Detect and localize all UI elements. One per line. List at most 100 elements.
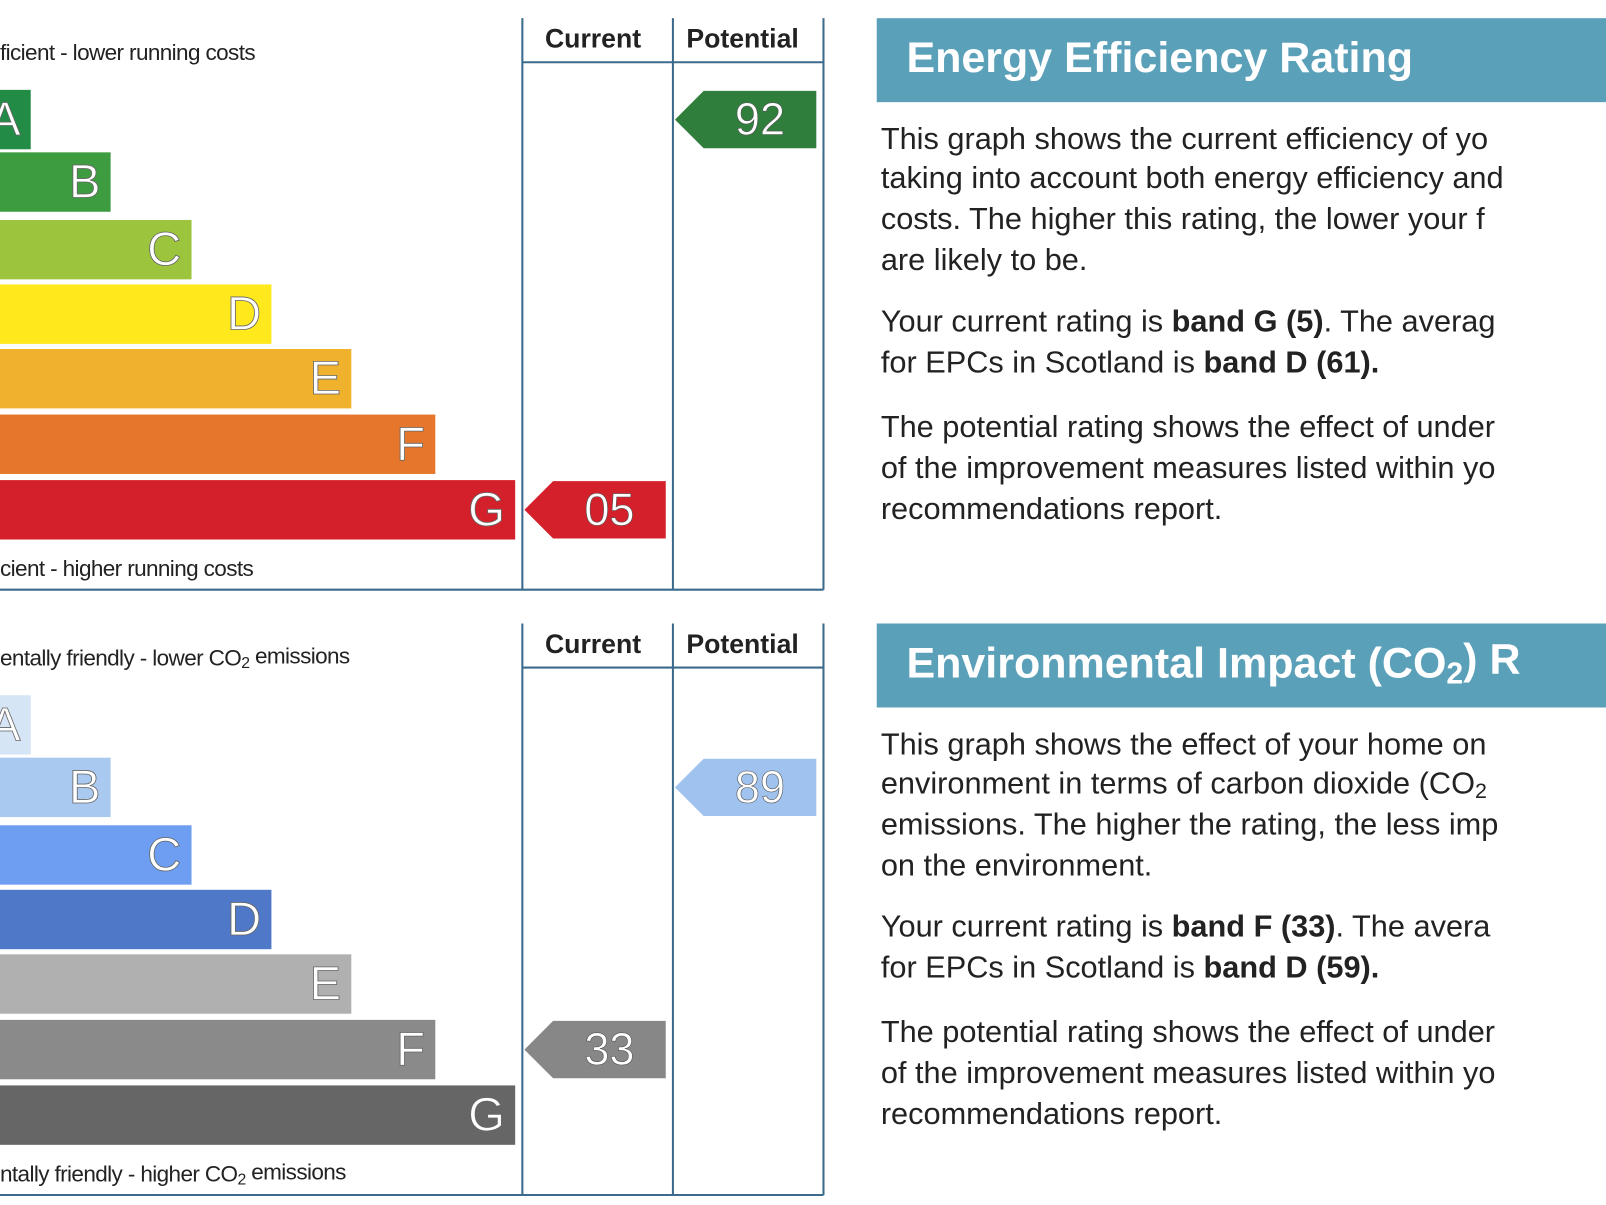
rating-band	[0, 889, 272, 950]
scale-top-label: entally friendly - lower CO2 emissions	[0, 643, 350, 672]
band-letter: G	[468, 482, 505, 535]
text-run: ficient - lower running costs	[0, 40, 255, 65]
band-letter: E	[310, 351, 341, 404]
text-run: The potential rating shows the effect of…	[881, 1014, 1495, 1049]
rating-value: 92	[735, 94, 785, 145]
section-title: Energy Efficiency Rating	[906, 35, 1413, 83]
band-letter: D	[227, 892, 261, 945]
paragraph-line: on the environment.	[881, 847, 1153, 882]
text-run: costs. The higher this rating, the lower…	[881, 201, 1485, 236]
rating-band	[0, 89, 31, 150]
text-run: recommendations report.	[881, 491, 1222, 526]
subscript: 2	[241, 655, 249, 672]
paragraph-line: for EPCs in Scotland is band D (61).	[881, 344, 1379, 379]
band-letter: C	[147, 827, 181, 880]
text-run: Environmental Impact (CO	[906, 640, 1446, 688]
rating-arrow	[674, 758, 817, 817]
column-header: Potential	[686, 629, 798, 659]
paragraph-line: of the improvement measures listed withi…	[881, 450, 1496, 485]
bold-run: band D (61).	[1204, 344, 1380, 379]
paragraph-line: of the improvement measures listed withi…	[881, 1055, 1496, 1090]
rating-band	[0, 1019, 436, 1080]
band-letter: D	[227, 287, 261, 340]
rating-value: 05	[584, 484, 634, 535]
column-header: Current	[545, 24, 641, 54]
text-run: emissions	[246, 1159, 347, 1184]
section-title: Environmental Impact (CO2) R	[906, 636, 1520, 690]
text-run: are likely to be.	[881, 242, 1088, 277]
paragraph-line: taking into account both energy efficien…	[881, 160, 1504, 195]
rating-band	[0, 284, 272, 344]
text-run: environment in terms of carbon dioxide (…	[881, 765, 1475, 800]
rating-value: 33	[584, 1024, 634, 1075]
text-run: Energy Efficiency Rating	[906, 35, 1413, 83]
paragraph-line: emissions. The higher the rating, the le…	[881, 806, 1499, 841]
text-run: on the environment.	[881, 847, 1153, 882]
paragraph-line: This graph shows the effect of your home…	[881, 727, 1487, 762]
text-run: entally friendly - lower CO	[0, 645, 241, 670]
text-run: Your current rating is	[881, 304, 1172, 339]
title-bar	[876, 623, 1606, 708]
scale-bottom-label: cient - higher running costs	[0, 556, 253, 581]
rating-value: 89	[735, 761, 785, 812]
title-bar	[876, 18, 1606, 103]
text-run: taking into account both energy efficien…	[881, 160, 1504, 195]
band-letter: E	[310, 957, 341, 1010]
paragraph-line: recommendations report.	[881, 1096, 1222, 1131]
scale-top-label: ficient - lower running costs	[0, 40, 255, 65]
band-letter: A	[0, 92, 21, 145]
subscript: 2	[1446, 658, 1463, 691]
text-run: . The averag	[1324, 304, 1496, 339]
rating-arrow	[524, 1020, 666, 1079]
paragraph-line: The potential rating shows the effect of…	[881, 1014, 1495, 1049]
text-run: of the improvement measures listed withi…	[881, 1055, 1496, 1090]
rating-band	[0, 414, 436, 474]
column-header: Current	[545, 629, 641, 659]
band-letter: F	[396, 417, 425, 470]
text-run: for EPCs in Scotland is	[881, 950, 1204, 985]
rating-band	[0, 757, 111, 818]
text-run: This graph shows the current efficiency …	[881, 121, 1488, 156]
band-letter: B	[69, 760, 100, 813]
text-run: cient - higher running costs	[0, 556, 253, 581]
scale-bottom-label: ntally friendly - higher CO2 emissions	[0, 1159, 346, 1188]
text-run: Your current rating is	[881, 909, 1172, 944]
paragraph-line: are likely to be.	[881, 242, 1088, 277]
paragraph-line: This graph shows the current efficiency …	[881, 121, 1488, 156]
subscript: 2	[237, 1171, 245, 1188]
text-run: ntally friendly - higher CO	[0, 1162, 238, 1187]
band-letter: C	[147, 222, 181, 275]
text-run: for EPCs in Scotland is	[881, 344, 1204, 379]
band-letter: F	[396, 1022, 425, 1075]
text-run: This graph shows the effect of your home…	[881, 727, 1487, 762]
rating-band	[0, 152, 111, 212]
text-run: ) R	[1463, 636, 1520, 684]
text-run: emissions	[249, 643, 350, 668]
band-letter: G	[468, 1088, 505, 1141]
rating-arrow	[674, 90, 817, 149]
rating-band	[0, 825, 192, 885]
rating-band	[0, 480, 516, 540]
band-letter: A	[0, 697, 21, 750]
band-letter: B	[69, 155, 100, 208]
rating-band	[0, 1085, 516, 1145]
rating-arrow	[524, 481, 666, 539]
paragraph-line: The potential rating shows the effect of…	[881, 409, 1495, 444]
text-run: . The avera	[1336, 909, 1492, 944]
paragraph-line: environment in terms of carbon dioxide (…	[881, 765, 1487, 802]
text-run: The potential rating shows the effect of…	[881, 409, 1495, 444]
paragraph-line: for EPCs in Scotland is band D (59).	[881, 950, 1379, 985]
paragraph-line: recommendations report.	[881, 491, 1222, 526]
paragraph-line: Your current rating is band G (5). The a…	[881, 304, 1496, 339]
text-run: of the improvement measures listed withi…	[881, 450, 1496, 485]
paragraph-line: Your current rating is band F (33). The …	[881, 909, 1491, 944]
text-run: emissions. The higher the rating, the le…	[881, 806, 1499, 841]
rating-band	[0, 954, 352, 1014]
bold-run: band F (33)	[1172, 909, 1336, 944]
paragraph-line: costs. The higher this rating, the lower…	[881, 201, 1485, 236]
rating-band	[0, 219, 192, 280]
bold-run: band G (5)	[1172, 304, 1324, 339]
text-run: recommendations report.	[881, 1096, 1222, 1131]
column-header: Potential	[686, 24, 798, 54]
